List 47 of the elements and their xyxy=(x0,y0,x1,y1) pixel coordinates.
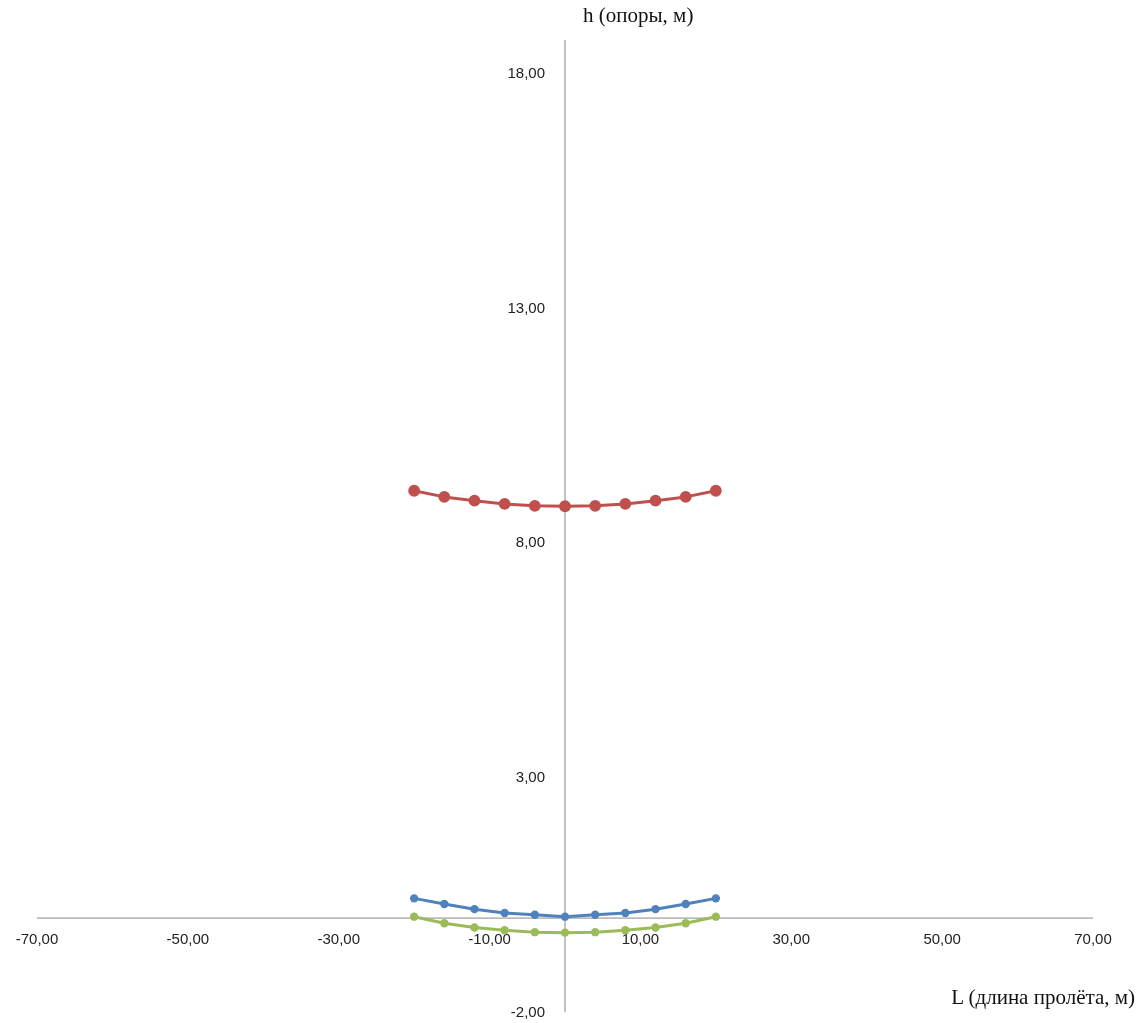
point xyxy=(621,926,630,935)
point xyxy=(621,908,630,918)
point xyxy=(409,894,419,903)
y-tick-label: 8,00 xyxy=(515,533,545,551)
point xyxy=(560,912,570,921)
point xyxy=(408,484,421,497)
point xyxy=(560,928,570,937)
point xyxy=(438,490,451,503)
point xyxy=(528,499,541,512)
y-tick-label: -2,00 xyxy=(510,1003,545,1020)
x-tick-label: -50,00 xyxy=(166,930,210,948)
x-tick-label: 10,00 xyxy=(621,930,660,948)
point xyxy=(651,904,660,914)
point xyxy=(649,494,662,507)
point xyxy=(711,912,721,921)
y-tick-label: 18,00 xyxy=(507,63,545,81)
point xyxy=(709,484,722,497)
point xyxy=(559,500,571,513)
x-axis-title: L (длина пролёта, м) xyxy=(951,985,1135,1010)
point xyxy=(470,904,479,914)
point xyxy=(711,894,721,903)
point xyxy=(681,919,690,928)
point xyxy=(590,928,600,937)
point xyxy=(440,899,449,909)
point xyxy=(498,498,511,510)
point xyxy=(651,923,660,932)
point xyxy=(679,490,692,503)
y-tick-label: 3,00 xyxy=(515,768,545,786)
point xyxy=(440,919,449,928)
point xyxy=(530,928,540,937)
y-axis-title: h (опоры, м) xyxy=(583,3,694,27)
x-tick-label: -10,00 xyxy=(468,930,511,948)
x-tick-label: 30,00 xyxy=(772,930,811,948)
point xyxy=(530,910,540,919)
point xyxy=(681,899,690,909)
point xyxy=(409,912,419,921)
point xyxy=(500,908,509,918)
point xyxy=(468,494,481,507)
y-tick-label: 13,00 xyxy=(507,298,545,316)
x-tick-label: -70,00 xyxy=(15,930,59,948)
point xyxy=(470,923,479,932)
point xyxy=(590,910,600,919)
x-tick-label: 50,00 xyxy=(923,930,961,948)
x-tick-label: 70,00 xyxy=(1074,930,1112,948)
point xyxy=(619,498,632,510)
point xyxy=(589,499,602,512)
x-tick-label: -30,00 xyxy=(317,930,360,948)
